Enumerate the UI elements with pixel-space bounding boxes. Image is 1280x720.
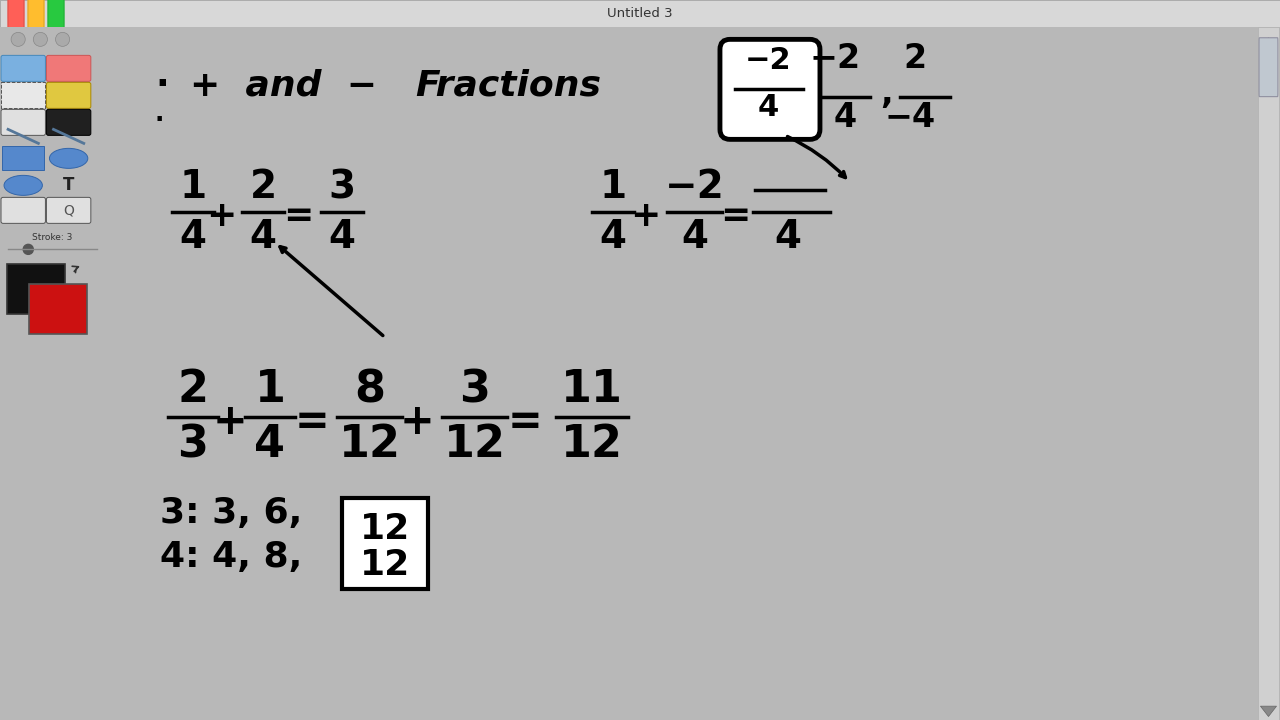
- Text: Stroke: 3: Stroke: 3: [32, 233, 73, 242]
- Text: 2: 2: [250, 168, 276, 207]
- Text: 4: 4: [255, 423, 285, 467]
- Circle shape: [49, 0, 64, 233]
- Circle shape: [33, 32, 47, 46]
- Text: 2: 2: [904, 42, 927, 76]
- Polygon shape: [1261, 706, 1276, 716]
- Text: Q: Q: [63, 203, 74, 217]
- Text: =: =: [508, 401, 543, 444]
- FancyBboxPatch shape: [8, 264, 64, 315]
- FancyBboxPatch shape: [342, 498, 428, 590]
- Text: 12: 12: [561, 423, 623, 467]
- Text: +  and  −: + and −: [189, 68, 378, 102]
- Text: 8: 8: [355, 369, 385, 411]
- Text: 4: 4: [774, 218, 801, 256]
- Polygon shape: [1261, 37, 1276, 48]
- Text: +: +: [206, 199, 236, 233]
- Text: ·: ·: [155, 68, 169, 102]
- FancyBboxPatch shape: [0, 0, 1280, 27]
- FancyBboxPatch shape: [1258, 27, 1279, 720]
- FancyBboxPatch shape: [1, 109, 45, 135]
- Text: 12: 12: [339, 423, 401, 467]
- Text: −2: −2: [666, 168, 724, 207]
- Text: 4: 4, 8,: 4: 4, 8,: [160, 540, 302, 575]
- Text: ·: ·: [155, 108, 164, 132]
- Circle shape: [55, 32, 69, 46]
- Text: +: +: [212, 401, 247, 444]
- FancyBboxPatch shape: [46, 55, 91, 81]
- Text: T: T: [63, 176, 74, 194]
- Text: 1: 1: [255, 369, 285, 411]
- Text: 3: 3: [460, 369, 490, 411]
- Text: −2: −2: [809, 42, 860, 76]
- Text: =: =: [719, 199, 750, 233]
- Text: 4: 4: [833, 102, 856, 135]
- Text: =: =: [294, 401, 329, 444]
- Text: 4: 4: [681, 218, 708, 256]
- Circle shape: [12, 32, 26, 46]
- Text: 4: 4: [758, 94, 778, 122]
- Text: 3: 3: [178, 423, 209, 467]
- Text: 1: 1: [599, 168, 626, 207]
- Text: +: +: [399, 401, 434, 444]
- FancyBboxPatch shape: [46, 197, 91, 223]
- FancyBboxPatch shape: [3, 146, 45, 171]
- Text: −2: −2: [745, 46, 791, 76]
- Text: 4: 4: [329, 218, 356, 256]
- Text: 2: 2: [178, 369, 209, 411]
- Text: 12: 12: [360, 513, 410, 546]
- FancyBboxPatch shape: [1, 197, 45, 223]
- Text: ,: ,: [879, 77, 892, 110]
- Text: 1: 1: [179, 168, 206, 207]
- Circle shape: [28, 0, 44, 233]
- Text: 11: 11: [561, 369, 623, 411]
- FancyBboxPatch shape: [719, 40, 820, 140]
- FancyBboxPatch shape: [29, 284, 87, 334]
- Ellipse shape: [4, 176, 42, 195]
- Ellipse shape: [50, 148, 88, 168]
- FancyBboxPatch shape: [1260, 37, 1277, 96]
- FancyBboxPatch shape: [46, 82, 91, 108]
- Text: 4: 4: [599, 218, 626, 256]
- Text: Untitled 3: Untitled 3: [607, 7, 673, 20]
- Text: +: +: [630, 199, 660, 233]
- Text: Fractions: Fractions: [415, 68, 602, 102]
- Text: =: =: [283, 199, 314, 233]
- Text: 3: 3, 6,: 3: 3, 6,: [160, 496, 302, 531]
- Text: 4: 4: [250, 218, 276, 256]
- Circle shape: [23, 244, 33, 254]
- Text: 4: 4: [179, 218, 206, 256]
- Text: −4: −4: [884, 102, 936, 135]
- Text: 3: 3: [329, 168, 356, 207]
- Text: 12: 12: [360, 549, 410, 582]
- FancyBboxPatch shape: [1, 82, 45, 108]
- Circle shape: [8, 0, 24, 233]
- FancyBboxPatch shape: [46, 109, 91, 135]
- Text: 12: 12: [444, 423, 506, 467]
- FancyBboxPatch shape: [1, 55, 45, 81]
